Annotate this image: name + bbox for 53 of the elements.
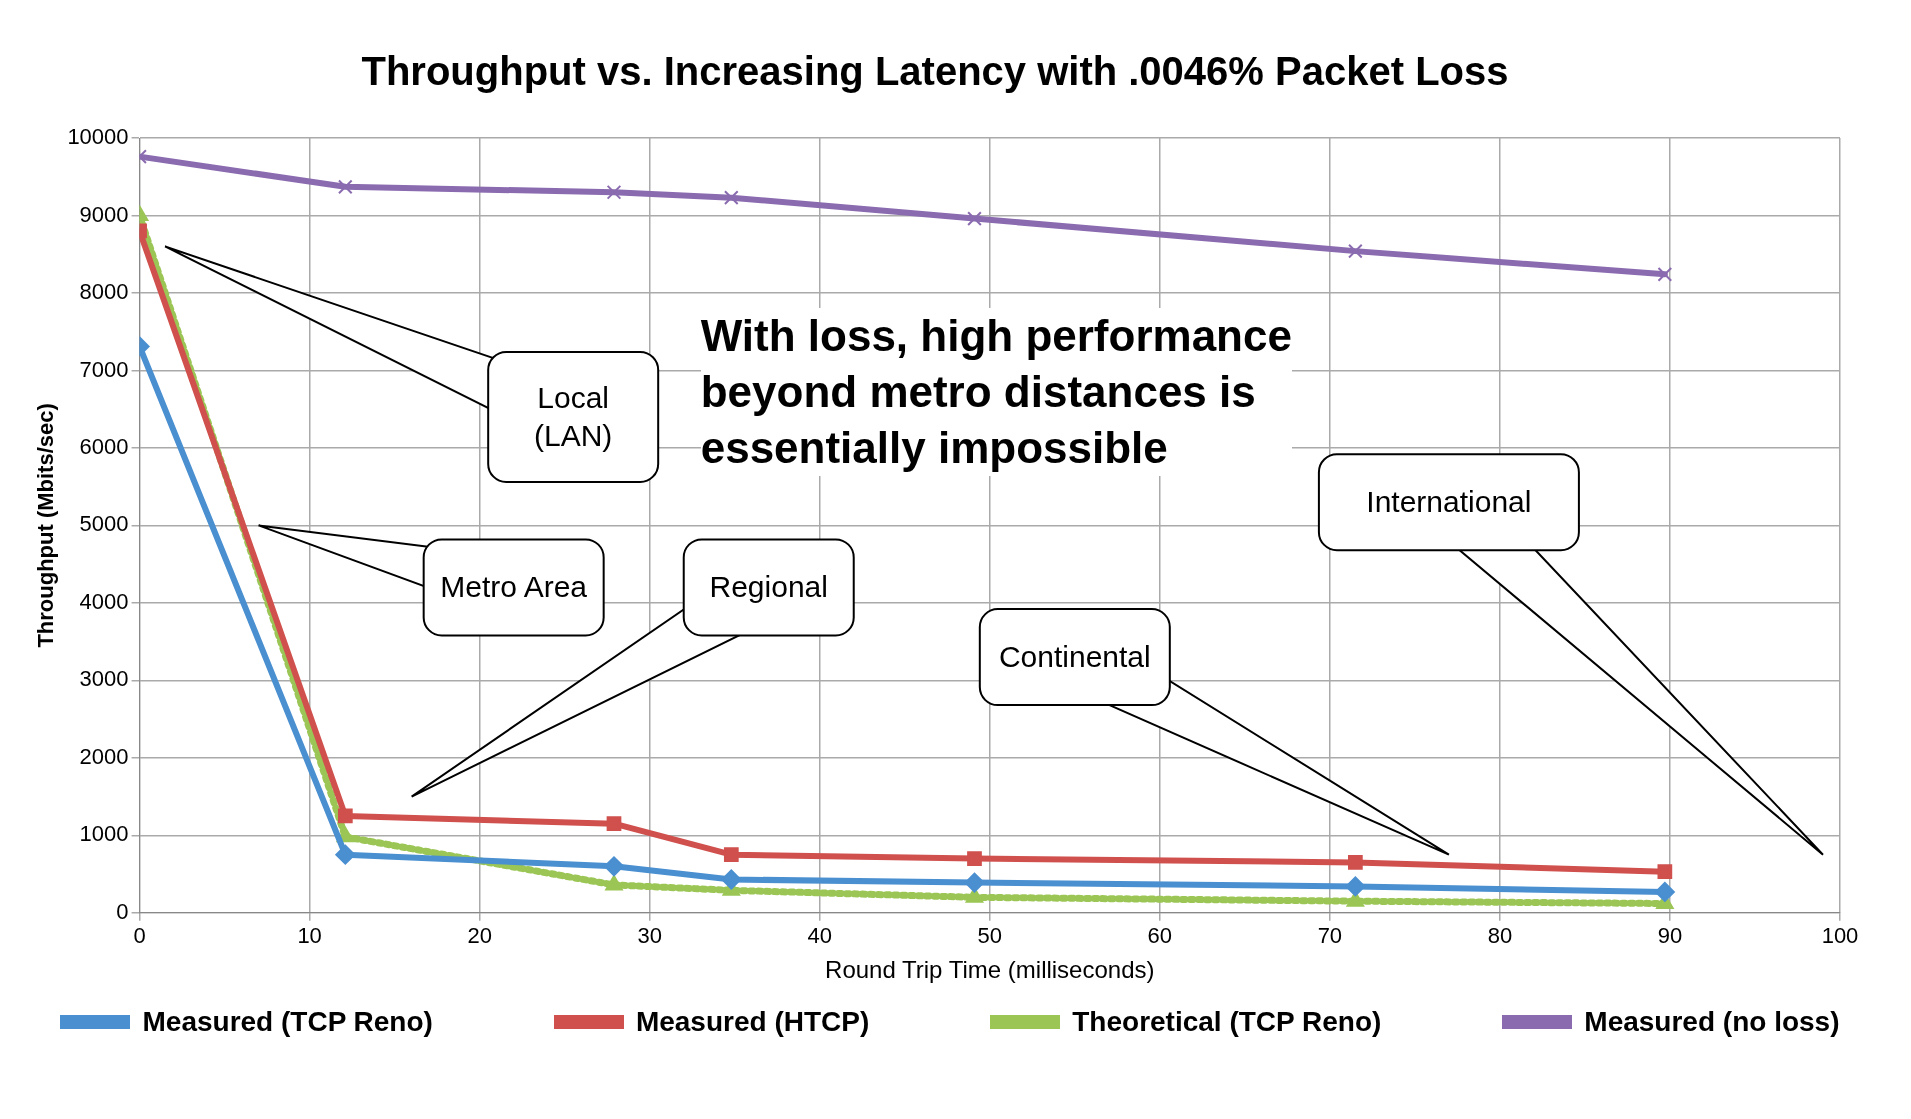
point: [1657, 267, 1673, 282]
point: [1348, 243, 1363, 259]
x-tick-label: 10: [297, 923, 322, 949]
annotation: Regional: [709, 569, 828, 606]
annotation: With loss, high performance beyond metro distances is essentially impossible: [700, 308, 1292, 477]
point: [967, 211, 982, 226]
x-tick-label: 60: [1147, 923, 1173, 949]
x-tick-label: 90: [1657, 923, 1683, 949]
y-tick-label: 3000: [79, 666, 129, 692]
x-tick-label: 70: [1317, 923, 1343, 949]
y-tick-label: 5000: [79, 511, 129, 537]
annotation: Metro Area: [440, 569, 588, 606]
legend-label: Measured (no loss): [1584, 1006, 1840, 1038]
point: [337, 808, 353, 824]
legend-label: Measured (TCP Reno): [142, 1006, 433, 1038]
point: [721, 869, 742, 890]
y-tick-label: 0: [116, 898, 129, 924]
point: [967, 851, 982, 866]
x-tick-label: 0: [133, 923, 146, 949]
point: [604, 856, 624, 877]
x-tick-label: 100: [1821, 923, 1859, 949]
chart-title: Throughput vs. Increasing Latency with .0046% Packet Loss: [361, 49, 1509, 94]
y-axis-title: Throughput (Mbits/sec): [33, 403, 59, 648]
y-tick-label: 6000: [79, 433, 129, 459]
x-tick-label: 50: [977, 923, 1003, 949]
point: [964, 872, 985, 893]
point: [337, 179, 353, 195]
y-tick-label: 8000: [79, 279, 129, 305]
y-tick-label: 1000: [79, 821, 129, 847]
point: [1654, 881, 1675, 902]
y-tick-label: 7000: [79, 356, 129, 382]
y-tick-label: 2000: [79, 743, 129, 769]
x-axis-title: Round Trip Time (milliseconds): [825, 956, 1155, 984]
point: [606, 184, 622, 200]
point: [1345, 876, 1366, 897]
x-tick-label: 40: [807, 923, 832, 949]
annotation: Continental: [998, 639, 1151, 676]
point: [1348, 855, 1363, 870]
y-tick-label: 10000: [67, 124, 129, 150]
point: [723, 190, 739, 206]
annotation: Local (LAN): [534, 379, 613, 454]
legend-label: Measured (HTCP): [635, 1006, 870, 1038]
legend-label: Theoretical (TCP Reno): [1072, 1006, 1382, 1038]
x-tick-label: 20: [467, 923, 492, 949]
point: [606, 816, 622, 832]
point: [1657, 864, 1673, 880]
y-tick-label: 4000: [79, 588, 129, 614]
annotation: International: [1366, 484, 1532, 521]
point: [335, 844, 356, 865]
x-tick-label: 80: [1487, 923, 1513, 949]
x-tick-label: 30: [637, 923, 662, 949]
y-tick-label: 9000: [79, 201, 129, 227]
point: [723, 847, 739, 863]
